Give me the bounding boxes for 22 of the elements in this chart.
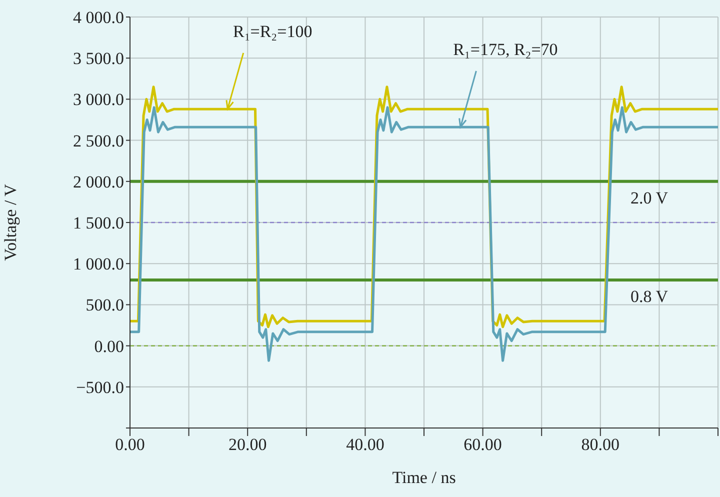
ref-line-label: 0.8 V (630, 287, 669, 306)
y-tick-label: 2 000.0 (73, 172, 124, 192)
y-tick-label: 4 000.0 (73, 8, 124, 28)
x-tick-label: 60.00 (464, 435, 502, 454)
y-tick-label: 2 500.0 (73, 131, 124, 150)
annotation: R₁=175, R₂=70 (453, 40, 558, 60)
x-tick-label: 0.00 (115, 435, 145, 454)
annotation: R₁=R₂=100 (233, 22, 312, 42)
y-axis-title: Voltage / V (1, 183, 20, 261)
x-tick-label: 40.00 (346, 435, 384, 454)
x-tick-label: 20.00 (228, 435, 267, 454)
y-tick-label: 1 000.0 (73, 254, 124, 274)
y-tick-label: 0.00 (94, 336, 124, 356)
y-tick-label: 500.0 (86, 296, 124, 315)
x-tick-label: 80.00 (581, 435, 620, 454)
y-tick-label: −500.0 (76, 378, 124, 397)
y-tick-label: 1 500.0 (73, 214, 124, 233)
ref-line-label: 2.0 V (630, 188, 669, 208)
y-tick-label: 3 000.0 (73, 90, 124, 110)
line-series (130, 106, 718, 362)
y-tick-label: 3 500.0 (73, 49, 124, 68)
x-axis-title: Time / ns (392, 468, 456, 487)
